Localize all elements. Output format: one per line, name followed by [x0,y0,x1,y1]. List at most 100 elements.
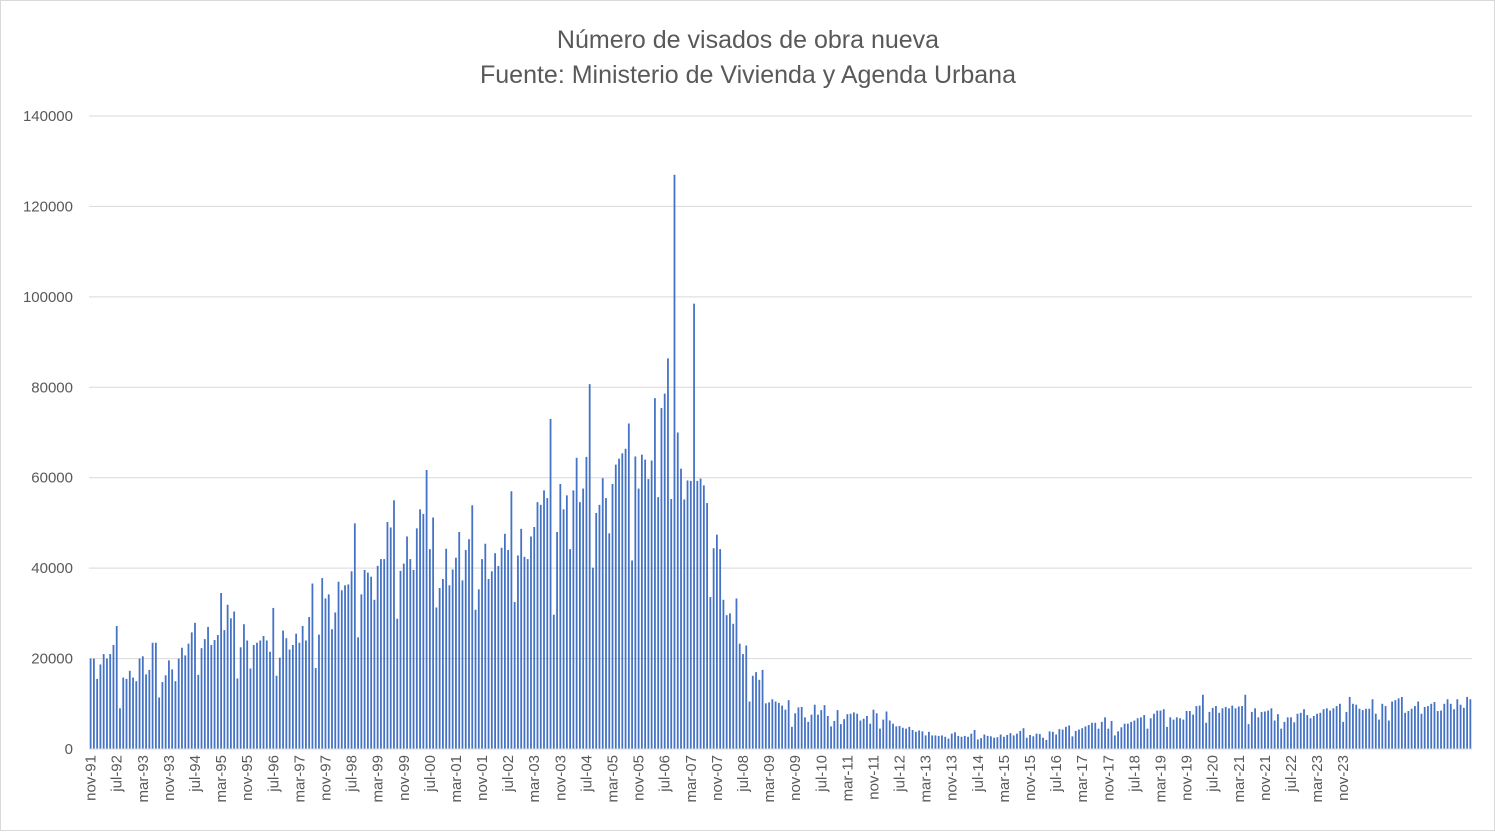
bar [1319,712,1322,749]
bar [1097,728,1100,749]
bar [963,735,966,749]
bar [161,682,164,749]
bar [500,547,503,749]
bar [924,735,927,749]
bar [89,658,92,749]
bar [839,724,842,749]
bar [471,505,474,749]
bar [1469,699,1472,749]
bar [435,607,438,749]
bar [1169,717,1172,749]
bar [513,602,516,749]
bar [278,657,281,749]
bar [758,679,761,749]
bar [1361,710,1364,749]
x-tick-label: jul-18 [1126,755,1143,793]
bar [1381,703,1384,749]
y-tick-label: 100000 [23,289,73,306]
x-tick-label: nov-05 [631,755,648,801]
bar [1202,694,1204,749]
bar [1136,718,1139,749]
bar [539,504,542,749]
bar [1045,739,1048,749]
bar [526,559,529,749]
bar [373,599,376,749]
bar [1462,707,1465,749]
bar [944,736,947,749]
bar [895,726,898,749]
bar [800,706,803,749]
bar [194,622,196,749]
bar [275,675,278,749]
bar [817,714,819,749]
bar [640,454,643,749]
bar [1407,711,1410,749]
bar [1038,734,1041,749]
bar [1436,711,1439,749]
bar [154,642,157,749]
bar [340,590,343,749]
bar [1159,710,1162,749]
bar [797,707,800,749]
bar [122,677,125,749]
bar [207,626,209,749]
bar [1394,700,1397,749]
bar [761,669,764,750]
bar [334,612,337,749]
x-tick-label: mar-19 [1152,755,1169,803]
bar [996,737,999,749]
bar [813,704,816,749]
bar [543,490,545,749]
bar [438,588,441,749]
x-tick-label: nov-21 [1257,755,1274,801]
bar [1074,730,1077,749]
bar [464,550,467,749]
bar [667,358,669,749]
bar [1022,728,1025,749]
bar [1094,722,1097,749]
bar [321,578,324,749]
bar [1162,709,1165,749]
bar [1192,714,1195,749]
bar [1355,704,1358,749]
bar [787,700,790,749]
bar [1146,728,1149,749]
bar [627,423,630,749]
bar [481,559,483,749]
bar [1071,736,1074,749]
bar [490,571,493,749]
bar [1267,710,1270,749]
bar [216,635,219,749]
x-tick-label: jul-06 [657,755,674,793]
bar [654,398,656,749]
bar [305,640,307,749]
y-tick-label: 80000 [31,379,73,396]
x-tick-label: jul-10 [813,755,830,793]
bar [455,557,457,749]
bar [859,720,862,749]
bar [376,565,379,749]
bar [702,485,705,749]
bar [856,713,859,749]
bar [882,719,885,749]
bar [954,732,956,749]
bar [119,708,121,749]
x-tick-label: nov-07 [709,755,726,801]
bar [151,642,154,749]
bar [393,500,395,749]
bar [1025,737,1028,749]
bar [415,528,418,749]
y-tick-label: 60000 [31,470,73,487]
bar [846,714,849,749]
bar [396,618,399,749]
bar [820,710,823,749]
bar [1175,717,1178,749]
bar [1270,708,1273,749]
bar [1417,701,1420,749]
bar [158,697,161,749]
bar [670,498,673,749]
bar [1153,713,1155,749]
x-tick-label: mar-97 [291,755,308,803]
bar [357,637,359,749]
